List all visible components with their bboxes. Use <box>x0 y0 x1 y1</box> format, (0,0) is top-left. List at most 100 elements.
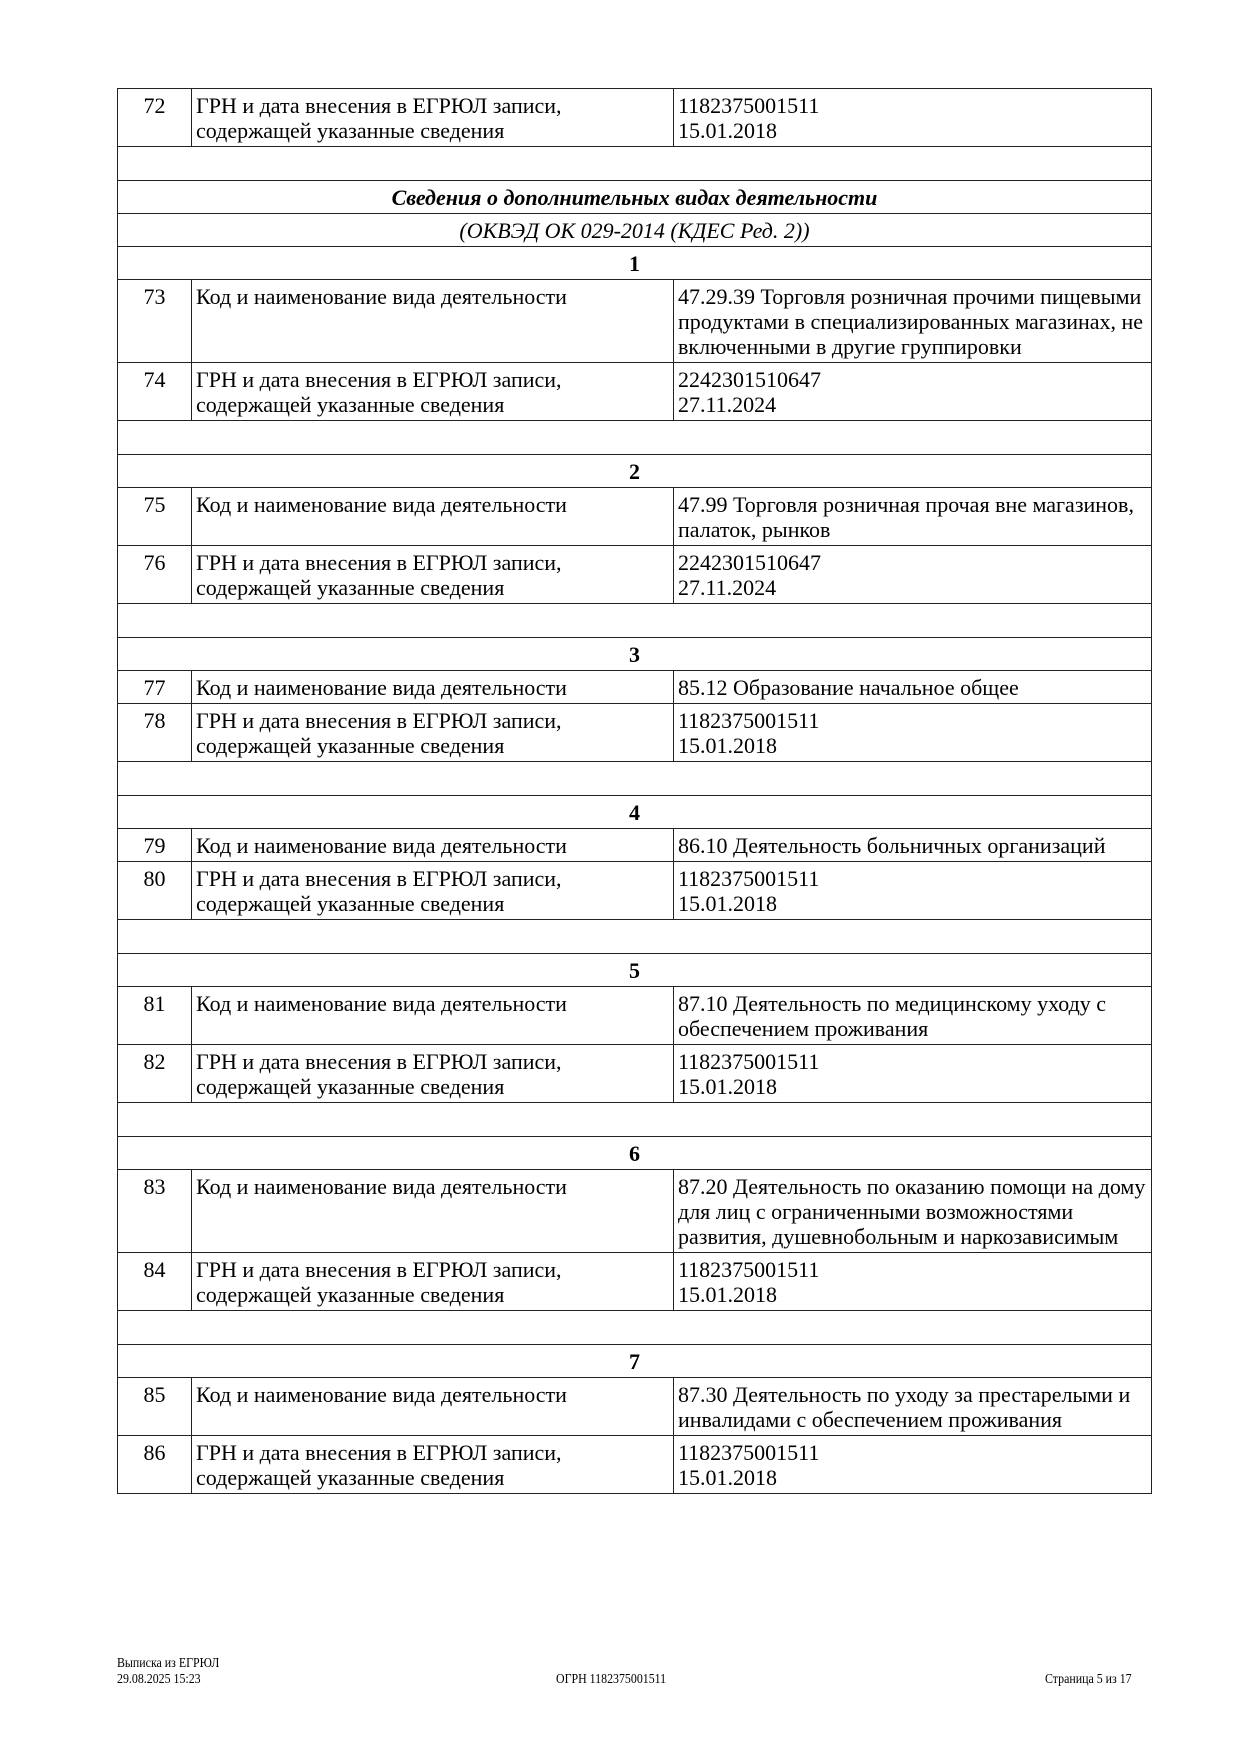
row-value-line: 1182375001511 <box>678 1049 820 1074</box>
row-number: 81 <box>117 986 192 1045</box>
footer-page-number: Страница 5 из 17 <box>1045 1672 1132 1687</box>
row-number: 72 <box>117 88 192 147</box>
row-value: 85.12 Образование начальное общее <box>673 670 1152 704</box>
row-number: 74 <box>117 362 192 421</box>
row-label: Код и наименование вида деятельности <box>191 487 674 546</box>
row-number: 80 <box>117 861 192 920</box>
row-number: 82 <box>117 1044 192 1103</box>
row-value: 1182375001511 15.01.2018 <box>673 1252 1152 1311</box>
row-number: 84 <box>117 1252 192 1311</box>
row-value-line: 87.10 Деятельность по медицинскому уходу… <box>678 991 1107 1041</box>
row-number: 83 <box>117 1169 192 1253</box>
group-index-cell: 7 <box>117 1344 1152 1378</box>
row-value-line: 2242301510647 <box>678 367 821 392</box>
row-value-line: 47.29.39 Торговля розничная прочими пище… <box>678 284 1144 359</box>
spacer-row-cell <box>117 919 1152 954</box>
row-label: Код и наименование вида деятельности <box>191 986 674 1045</box>
row-value-line: 15.01.2018 <box>678 891 777 916</box>
row-value-line: 1182375001511 <box>678 1440 820 1465</box>
group-index: 5 <box>117 953 1152 987</box>
row-value: 87.20 Деятельность по оказанию помощи на… <box>673 1169 1152 1253</box>
section-subtitle-cell: (ОКВЭД ОК 029-2014 (КДЕС Ред. 2)) <box>117 213 1152 247</box>
row-number: 77 <box>117 670 192 704</box>
table-row: 85 Код и наименование вида деятельности 87… <box>117 1377 1152 1436</box>
spacer-row-cell <box>117 420 1152 455</box>
group-index-cell: 5 <box>117 953 1152 987</box>
group-index-cell: 4 <box>117 795 1152 829</box>
row-value-line: 15.01.2018 <box>678 1465 777 1490</box>
spacer-row <box>117 1102 1152 1137</box>
row-label: Код и наименование вида деятельности <box>191 279 674 363</box>
row-label: ГРН и дата внесения в ЕГРЮЛ записи, соде… <box>191 545 674 604</box>
row-value: 87.10 Деятельность по медицинскому уходу… <box>673 986 1152 1045</box>
row-value-line: 86.10 Деятельность больничных организаци… <box>678 833 1106 858</box>
row-value-line: 27.11.2024 <box>678 392 777 417</box>
row-value-line: 87.30 Деятельность по уходу за престарел… <box>678 1382 1131 1432</box>
table-row: 72 ГРН и дата внесения в ЕГРЮЛ записи, со… <box>117 88 1152 147</box>
row-value: 86.10 Деятельность больничных организаци… <box>673 828 1152 862</box>
section-title-cell: Сведения о дополнительных видах деятельн… <box>117 180 1152 214</box>
row-value: 1182375001511 15.01.2018 <box>673 703 1152 762</box>
row-value-line: 47.99 Торговля розничная прочая вне мага… <box>678 492 1134 542</box>
group-index: 1 <box>117 246 1152 280</box>
group-index: 2 <box>117 454 1152 488</box>
group-index: 4 <box>117 795 1152 829</box>
group-index: 6 <box>117 1136 1152 1170</box>
group-index-cell: 3 <box>117 637 1152 671</box>
table-row: 78 ГРН и дата внесения в ЕГРЮЛ записи, со… <box>117 703 1152 762</box>
row-label: Код и наименование вида деятельности <box>191 1377 674 1436</box>
spacer-row-cell <box>117 761 1152 796</box>
spacer-row <box>117 1310 1152 1345</box>
spacer-row <box>117 146 1152 181</box>
group-index-cell: 6 <box>117 1136 1152 1170</box>
row-label: ГРН и дата внесения в ЕГРЮЛ записи, соде… <box>191 1435 674 1494</box>
spacer-row <box>117 603 1152 638</box>
row-value: 47.29.39 Торговля розничная прочими пище… <box>673 279 1152 363</box>
row-number: 76 <box>117 545 192 604</box>
row-value: 1182375001511 15.01.2018 <box>673 861 1152 920</box>
row-value-line: 15.01.2018 <box>678 1282 777 1307</box>
spacer-row-cell <box>117 1310 1152 1345</box>
group-index-cell: 1 <box>117 246 1152 280</box>
row-value-line: 15.01.2018 <box>678 1074 777 1099</box>
row-label: ГРН и дата внесения в ЕГРЮЛ записи, соде… <box>191 362 674 421</box>
row-value-line: 15.01.2018 <box>678 118 777 143</box>
row-number: 85 <box>117 1377 192 1436</box>
spacer-row-cell <box>117 146 1152 181</box>
table-row: 82 ГРН и дата внесения в ЕГРЮЛ записи, со… <box>117 1044 1152 1103</box>
group-index-cell: 2 <box>117 454 1152 488</box>
group-index: 3 <box>117 637 1152 671</box>
row-value: 87.30 Деятельность по уходу за престарел… <box>673 1377 1152 1436</box>
spacer-row-cell <box>117 603 1152 638</box>
table-row: 81 Код и наименование вида деятельности 87… <box>117 986 1152 1045</box>
row-value-line: 27.11.2024 <box>678 575 777 600</box>
table-row: 74 ГРН и дата внесения в ЕГРЮЛ записи, со… <box>117 362 1152 421</box>
footer-datetime: 29.08.2025 15:23 <box>117 1672 201 1687</box>
row-value: 1182375001511 15.01.2018 <box>673 1044 1152 1103</box>
row-number: 78 <box>117 703 192 762</box>
row-label: ГРН и дата внесения в ЕГРЮЛ записи, соде… <box>191 88 674 147</box>
row-value: 2242301510647 27.11.2024 <box>673 545 1152 604</box>
table-row: 75 Код и наименование вида деятельности 47… <box>117 487 1152 546</box>
spacer-row <box>117 420 1152 455</box>
spacer-row <box>117 919 1152 954</box>
footer-doc-name: Выписка из ЕГРЮЛ <box>117 1656 220 1671</box>
row-value-line: 1182375001511 <box>678 1257 820 1282</box>
row-label: ГРН и дата внесения в ЕГРЮЛ записи, соде… <box>191 861 674 920</box>
row-number: 73 <box>117 279 192 363</box>
group-index: 7 <box>117 1344 1152 1378</box>
row-value-line: 15.01.2018 <box>678 733 777 758</box>
spacer-row-cell <box>117 1102 1152 1137</box>
row-value: 47.99 Торговля розничная прочая вне мага… <box>673 487 1152 546</box>
row-value-line: 1182375001511 <box>678 708 820 733</box>
section-subtitle: (ОКВЭД ОК 029-2014 (КДЕС Ред. 2)) <box>117 213 1152 247</box>
row-number: 79 <box>117 828 192 862</box>
row-number: 75 <box>117 487 192 546</box>
row-label: ГРН и дата внесения в ЕГРЮЛ записи, соде… <box>191 1044 674 1103</box>
table-row: 76 ГРН и дата внесения в ЕГРЮЛ записи, со… <box>117 545 1152 604</box>
spacer-row <box>117 761 1152 796</box>
footer-doc-info: Выписка из ЕГРЮЛ 29.08.2025 15:23 <box>117 1656 219 1688</box>
egrul-activities-table: 72 ГРН и дата внесения в ЕГРЮЛ записи, со… <box>117 88 1152 1494</box>
row-label: ГРН и дата внесения в ЕГРЮЛ записи, соде… <box>191 1252 674 1311</box>
table-row: 86 ГРН и дата внесения в ЕГРЮЛ записи, со… <box>117 1435 1152 1494</box>
